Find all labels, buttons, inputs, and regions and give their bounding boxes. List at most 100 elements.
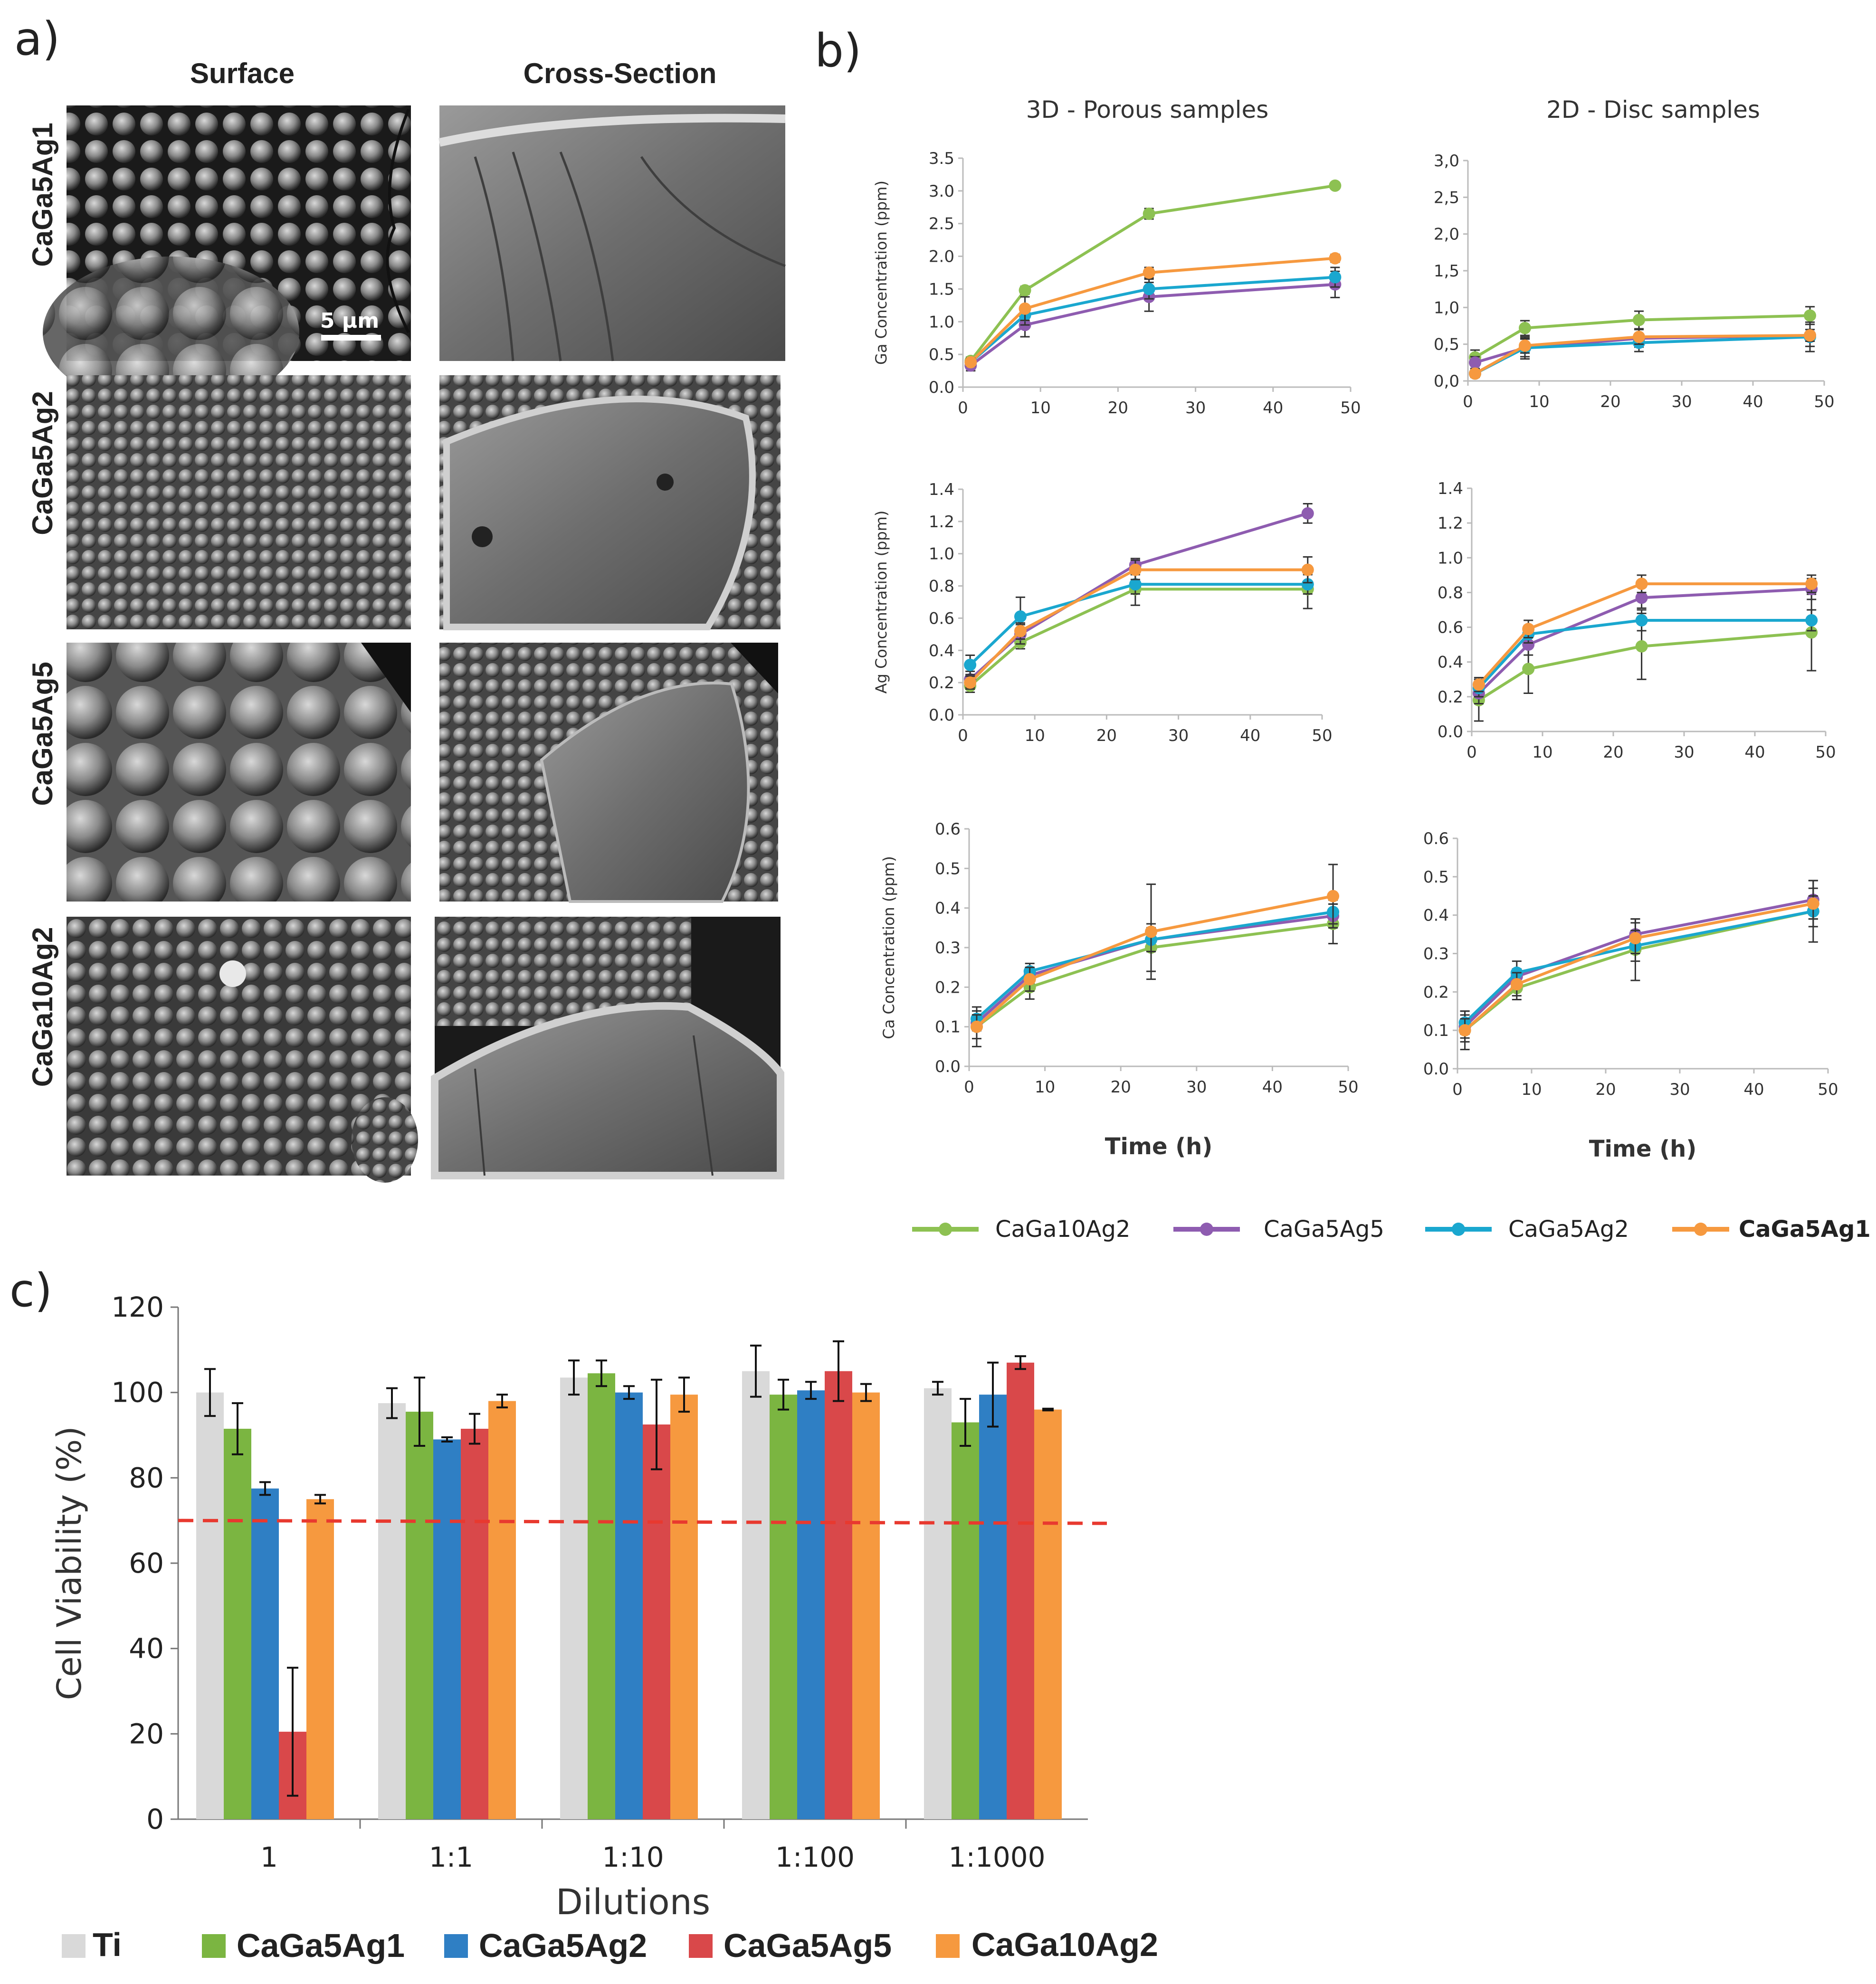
chart-title-3d: 3D - Porous samples <box>1026 96 1269 123</box>
y-tick-label: 0.2 <box>1423 983 1449 1002</box>
legend-c-label: CaGa10Ag2 <box>971 1926 1158 1963</box>
y-tick-label: 0.4 <box>1423 906 1449 925</box>
x-tick-label: 20 <box>1603 743 1623 762</box>
x-tick-label: 40 <box>1744 743 1765 762</box>
bar-CaGa5Ag5 <box>1007 1362 1034 1819</box>
line-chart-ag3d: 0.0 0.2 0.4 0.6 0.8 1.0 1.2 1.4 0 10 20 30 40 50 Ag Co… <box>872 480 1333 745</box>
x-tick-label: 40 <box>1263 399 1283 418</box>
panel-c-label: c) <box>10 1264 52 1317</box>
x-tick-label: 10 <box>1035 1078 1055 1097</box>
y-tick-label: 0.2 <box>929 674 954 693</box>
legend-c-label: CaGa5Ag2 <box>479 1927 647 1964</box>
y-tick-label: 120 <box>111 1291 164 1323</box>
legend-b-label: CaGa5Ag5 <box>1264 1216 1384 1243</box>
y-tick-label: 1.4 <box>1438 479 1463 498</box>
data-point <box>1635 614 1648 627</box>
y-tick-label: 2,0 <box>1434 225 1459 244</box>
data-point <box>1023 973 1036 986</box>
bar-CaGa5Ag1 <box>770 1395 797 1819</box>
x-tick-label: 10 <box>1529 392 1549 411</box>
y-tick-label: 0.2 <box>935 978 961 997</box>
data-point <box>1519 339 1531 352</box>
bar-group-3: 1:100 <box>723 1340 880 1873</box>
cell-viability-chart: 0 20 40 60 80 100 120 Cell Viability (%) Dilutio… <box>50 1291 1107 1923</box>
series-line <box>1474 314 1810 359</box>
x-tick-label: 50 <box>1814 392 1834 411</box>
series-line <box>975 894 1333 1028</box>
x-tick-label: 1:100 <box>775 1841 855 1873</box>
sem-cross-section-image <box>438 105 786 361</box>
x-tick-label: 20 <box>1108 399 1128 418</box>
bar-CaGa10Ag2 <box>852 1392 880 1819</box>
data-point <box>1014 610 1027 623</box>
panel-b-label: b) <box>815 24 861 77</box>
x-tick-label: 50 <box>1340 399 1361 418</box>
x-tick-label: 0 <box>964 1078 974 1097</box>
y-tick-label: 3.5 <box>929 149 954 168</box>
data-point <box>1805 626 1818 639</box>
x-tick-label: 50 <box>1815 743 1836 762</box>
data-point <box>1301 563 1314 576</box>
data-point <box>1143 208 1155 220</box>
y-tick-label: 0.6 <box>1438 618 1463 637</box>
data-point <box>1145 925 1158 938</box>
data-point <box>1522 638 1535 651</box>
y-tick-label: 1.2 <box>929 513 954 532</box>
y-tick-label: 1.2 <box>1438 514 1463 533</box>
x-tick-label: 0 <box>958 726 968 745</box>
data-point <box>964 356 977 369</box>
y-tick-label: 0,0 <box>1434 372 1459 391</box>
x-tick-label: 30 <box>1674 743 1694 762</box>
data-point <box>1629 932 1642 945</box>
series-line <box>969 588 1308 687</box>
x-tick-label: 40 <box>1240 726 1260 745</box>
line-chart-ca3d: 0.0 0.1 0.2 0.3 0.4 0.5 0.6 0 10 20 30 40 50 Ca Conce… <box>880 820 1359 1160</box>
threshold-line <box>178 1519 1107 1525</box>
data-point <box>1635 578 1648 590</box>
data-point <box>1129 578 1142 591</box>
series-line <box>976 922 1333 1028</box>
x-tick-label: 10 <box>1030 399 1051 418</box>
y-tick-label: 0.4 <box>929 641 954 660</box>
y-tick-label: 1,0 <box>1434 298 1459 317</box>
series-line <box>1464 910 1814 1024</box>
legend-c-label: CaGa5Ag5 <box>724 1927 892 1964</box>
y-tick-label: 0.6 <box>929 609 954 628</box>
x-tick-label: 40 <box>1743 392 1763 411</box>
y-tick-label: 0.4 <box>935 899 961 918</box>
bar-CaGa5Ag1 <box>952 1422 979 1819</box>
x-tick-label: 10 <box>1532 743 1552 762</box>
x-tick-label: 30 <box>1669 1080 1690 1099</box>
data-point <box>964 658 977 671</box>
x-axis-label: Time (h) <box>1105 1133 1213 1160</box>
bar-CaGa5Ag2 <box>251 1488 279 1819</box>
sem-cross-section-image <box>431 917 784 1179</box>
data-point <box>1019 302 1031 315</box>
data-point <box>1804 329 1816 342</box>
bar-CaGa5Ag1 <box>224 1429 251 1819</box>
bar-CaGa5Ag2 <box>433 1439 461 1819</box>
series-line <box>975 914 1333 1024</box>
series-line <box>969 512 1308 681</box>
bar-Ti <box>924 1388 952 1819</box>
data-point <box>1805 578 1818 590</box>
y-tick-label: 40 <box>129 1633 164 1665</box>
bar-group-4: 1:1000 <box>905 1355 1062 1873</box>
series-line <box>1477 582 1812 686</box>
y-tick-label: 1.4 <box>929 480 954 499</box>
x-tick-label: 40 <box>1262 1078 1283 1097</box>
y-tick-label: 3.0 <box>929 182 954 201</box>
y-tick-label: 1.0 <box>929 313 954 332</box>
series-line <box>1464 902 1814 1032</box>
bar-CaGa5Ag5 <box>825 1371 852 1819</box>
data-point <box>1510 978 1523 991</box>
x-tick-label: 30 <box>1671 392 1692 411</box>
scale-bar <box>321 335 381 341</box>
y-tick-label: 60 <box>129 1547 164 1579</box>
legend-b-item: CaGa5Ag5 <box>1173 1216 1384 1243</box>
line-chart-ca2d: 0.0 0.1 0.2 0.3 0.4 0.5 0.6 0 10 20 30 40 50 Time (h) <box>1423 829 1838 1162</box>
y-tick-label: 0.1 <box>935 1018 961 1037</box>
x-tick-label: 30 <box>1185 399 1206 418</box>
data-point <box>1522 623 1535 636</box>
